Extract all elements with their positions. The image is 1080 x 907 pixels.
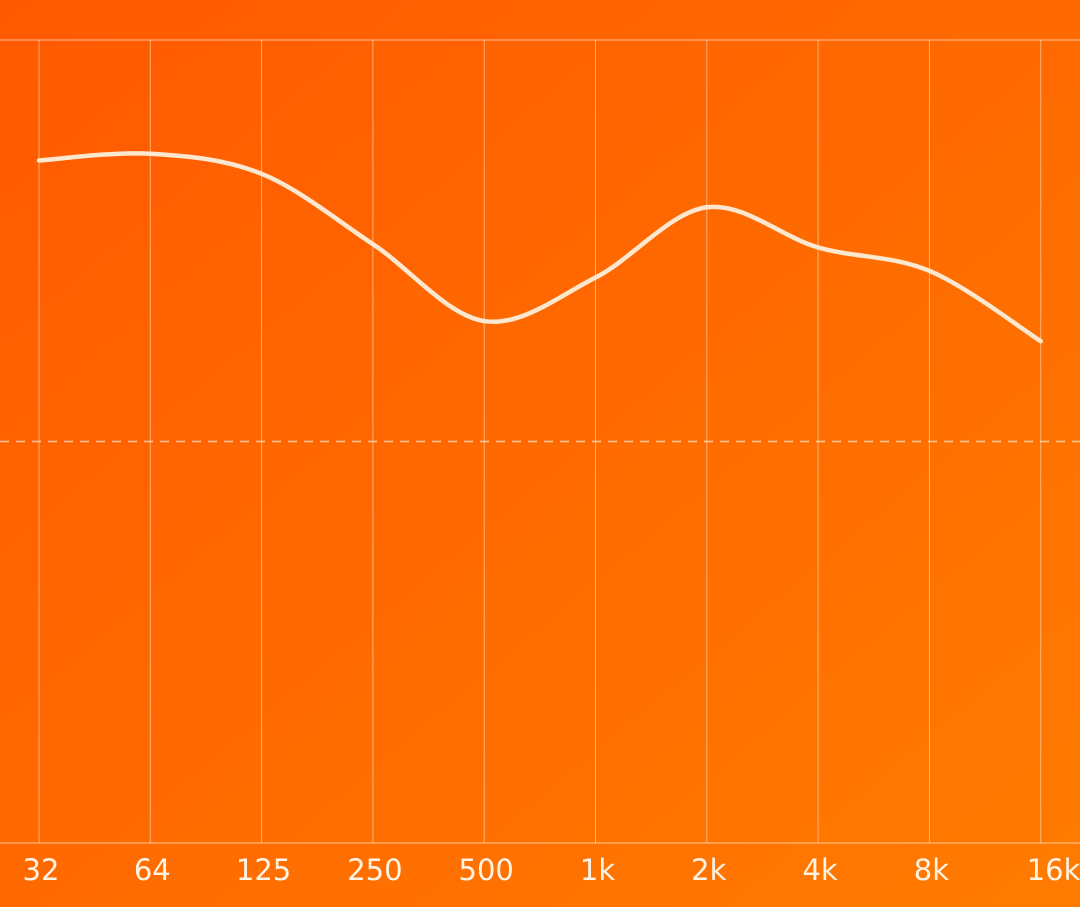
x-tick-label: 250 bbox=[347, 853, 402, 887]
x-tick-label: 32 bbox=[23, 853, 60, 887]
x-tick-label: 8k bbox=[914, 853, 949, 887]
x-tick-label: 4k bbox=[802, 853, 837, 887]
x-tick-label: 125 bbox=[236, 853, 291, 887]
x-tick-label: 64 bbox=[134, 853, 171, 887]
x-tick-label: 2k bbox=[691, 853, 726, 887]
x-tick-label: 500 bbox=[459, 853, 514, 887]
eq-curve bbox=[36, 151, 1043, 344]
x-tick-label: 16k Hz bbox=[1027, 853, 1080, 887]
x-tick-label: 1k bbox=[580, 853, 615, 887]
